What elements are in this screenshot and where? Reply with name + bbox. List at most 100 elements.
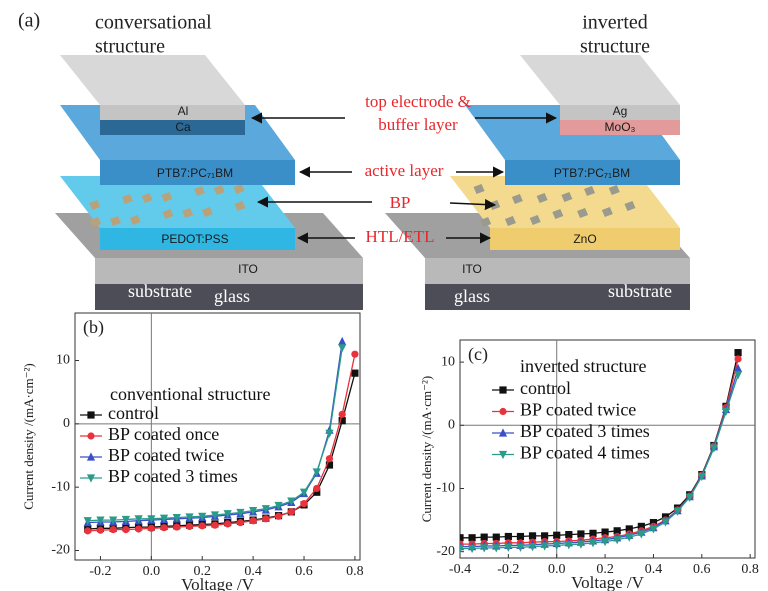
x-tick-label: -0.4 <box>449 562 471 577</box>
marker <box>237 519 244 526</box>
layer-label: substrate <box>128 281 192 301</box>
slab-front <box>100 120 245 135</box>
marker <box>505 533 512 540</box>
y-tick-label: -20 <box>436 544 455 559</box>
x-tick-label: 0.6 <box>295 564 313 579</box>
marker <box>288 508 295 515</box>
legend-label: BP coated 4 times <box>520 443 650 463</box>
layer-label: PTB7:PC₇₁BM <box>157 166 233 180</box>
marker <box>553 532 560 539</box>
legend-label: BP coated twice <box>520 400 636 420</box>
marker <box>468 534 475 541</box>
panel-label: (c) <box>468 344 488 365</box>
ito-band <box>95 258 363 284</box>
slab-front <box>100 105 245 120</box>
marker <box>339 411 346 418</box>
y-tick-label: -10 <box>436 481 455 496</box>
marker <box>186 523 193 530</box>
marker <box>456 534 463 541</box>
figure: (a) conversational structure inverted st… <box>0 0 768 591</box>
legend-label: control <box>520 378 571 398</box>
layer-label: ITO <box>238 262 258 276</box>
marker <box>313 485 320 492</box>
right-title: inverted <box>582 12 648 34</box>
marker <box>250 517 257 524</box>
marker <box>529 532 536 539</box>
x-tick-label: -0.2 <box>497 562 519 577</box>
marker <box>122 526 129 533</box>
y-tick-label: 0 <box>63 416 70 431</box>
center-label: buffer layer <box>378 115 458 134</box>
center-label: top electrode & <box>365 92 471 111</box>
marker <box>326 455 333 462</box>
center-label: BP <box>390 193 411 212</box>
legend-label: BP coated once <box>108 424 219 444</box>
right-title: structure <box>580 36 650 58</box>
marker <box>262 515 269 522</box>
y-tick-label: -20 <box>51 543 70 558</box>
layer-label: glass <box>454 286 490 306</box>
center-label: HTL/ETL <box>366 227 435 246</box>
panel-label: (a) <box>18 10 40 32</box>
x-tick-label: 0.0 <box>548 562 566 577</box>
marker <box>97 527 104 534</box>
layer-label: glass <box>214 286 250 306</box>
marker <box>87 411 94 418</box>
y-axis-title: Current density /(mA·cm⁻²) <box>21 363 36 510</box>
marker <box>135 525 142 532</box>
layer-label: substrate <box>608 281 672 301</box>
marker <box>499 408 506 415</box>
y-tick-label: 0 <box>448 418 455 433</box>
center-label: active layer <box>365 161 444 180</box>
marker <box>110 526 117 533</box>
slab-top <box>60 55 245 105</box>
marker <box>499 386 506 393</box>
marker <box>338 344 346 352</box>
layer-label: ITO <box>462 262 482 276</box>
layer-label: ZnO <box>573 232 596 246</box>
layer-label: MoO₃ <box>605 120 636 134</box>
layer-label: Al <box>178 104 189 118</box>
marker <box>338 337 346 345</box>
marker <box>275 513 282 520</box>
x-tick-label: -0.2 <box>89 564 111 579</box>
marker <box>199 522 206 529</box>
marker <box>224 520 231 527</box>
marker <box>565 531 572 538</box>
marker <box>517 533 524 540</box>
marker <box>87 432 94 439</box>
marker <box>577 530 584 537</box>
marker <box>351 351 358 358</box>
marker <box>84 527 91 534</box>
y-axis-title: Current density /(mA·cm⁻²) <box>419 376 434 523</box>
y-tick-label: 10 <box>56 353 70 368</box>
legend-title: conventional structure <box>110 384 270 404</box>
left-title: conversational <box>95 12 212 34</box>
layer-label: PEDOT:PSS <box>161 232 228 246</box>
x-tick-label: 0.4 <box>645 562 663 577</box>
legend-label: BP coated 3 times <box>520 421 650 441</box>
slab-top <box>520 55 680 105</box>
marker <box>325 430 333 438</box>
left-title: structure <box>95 36 165 58</box>
legend-label: BP coated twice <box>108 445 224 465</box>
x-tick-label: 0.6 <box>693 562 711 577</box>
legend-label: BP coated 3 times <box>108 466 238 486</box>
x-axis-title: Voltage /V <box>571 573 645 591</box>
x-tick-label: 0.0 <box>143 564 161 579</box>
marker <box>734 349 741 356</box>
marker <box>734 355 741 362</box>
x-tick-label: 0.8 <box>741 562 759 577</box>
y-tick-label: 10 <box>441 354 455 369</box>
marker <box>148 525 155 532</box>
layer-label: Ag <box>613 104 628 118</box>
marker <box>351 370 358 377</box>
marker <box>300 500 307 507</box>
y-tick-label: -10 <box>51 479 70 494</box>
legend-label: control <box>108 403 159 423</box>
layer-label: Ca <box>175 120 191 134</box>
x-tick-label: 0.8 <box>346 564 364 579</box>
x-axis-title: Voltage /V <box>181 575 255 591</box>
